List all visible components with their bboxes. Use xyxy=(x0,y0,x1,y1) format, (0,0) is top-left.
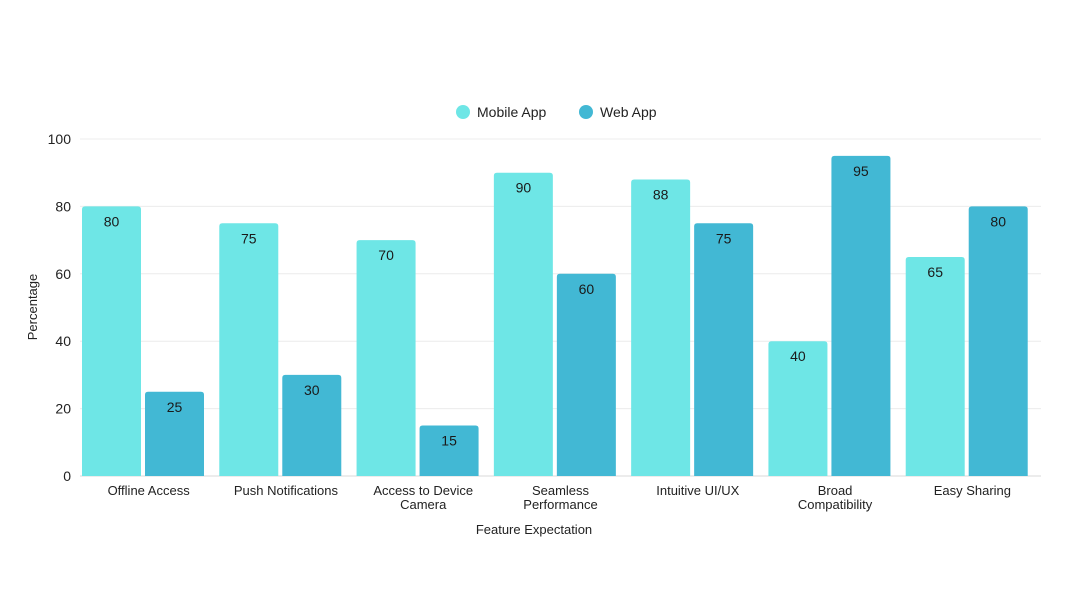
data-label: 65 xyxy=(927,264,943,280)
x-category-label: Broad xyxy=(818,483,853,498)
y-axis-title: Percentage xyxy=(25,274,40,341)
data-label: 75 xyxy=(716,230,732,246)
y-tick-label: 0 xyxy=(63,468,71,484)
data-label: 15 xyxy=(441,432,457,448)
data-label: 40 xyxy=(790,348,806,364)
data-label: 30 xyxy=(304,382,320,398)
x-category-label: Camera xyxy=(400,497,447,512)
legend-label: Web App xyxy=(600,104,657,120)
x-category-label: Access to Device xyxy=(373,483,473,498)
bar-web-app xyxy=(556,273,616,476)
data-label: 70 xyxy=(378,247,394,263)
x-axis-title: Feature Expectation xyxy=(476,522,592,537)
bar-mobile-app xyxy=(493,172,553,476)
y-tick-label: 20 xyxy=(55,401,71,417)
bar-web-app xyxy=(419,425,479,476)
x-category-label: Compatibility xyxy=(798,497,873,512)
bar-web-app xyxy=(282,374,342,476)
x-category-label: Offline Access xyxy=(108,483,191,498)
data-label: 80 xyxy=(104,213,120,229)
data-label: 90 xyxy=(516,180,532,196)
y-tick-label: 60 xyxy=(55,266,71,282)
legend-label: Mobile App xyxy=(477,104,546,120)
y-tick-label: 100 xyxy=(48,131,72,147)
y-tick-label: 40 xyxy=(55,333,71,349)
data-label: 75 xyxy=(241,230,257,246)
data-label: 88 xyxy=(653,186,669,202)
x-category-label: Performance xyxy=(523,497,597,512)
bar-mobile-app xyxy=(82,206,141,476)
y-axis-ticks: 0 20 40 60 80 100 xyxy=(48,131,72,484)
bar-mobile-app xyxy=(631,179,691,476)
legend-marker xyxy=(456,105,470,119)
bar-mobile-app xyxy=(356,240,416,476)
x-axis-categories: Offline Access Push Notifications Access t… xyxy=(108,483,1011,512)
data-label: 60 xyxy=(579,281,595,297)
bar-web-app xyxy=(694,223,754,476)
bar-web-app xyxy=(968,206,1028,476)
bars xyxy=(82,155,1028,476)
data-labels: 80 25 75 30 70 15 90 60 88 75 40 95 65 80 xyxy=(104,163,1007,449)
legend-marker xyxy=(579,105,593,119)
x-category-label: Push Notifications xyxy=(234,483,339,498)
data-label: 80 xyxy=(990,213,1006,229)
bar-web-app xyxy=(831,155,891,476)
x-category-label: Seamless xyxy=(532,483,590,498)
data-label: 25 xyxy=(167,399,183,415)
bar-web-app xyxy=(145,391,204,476)
x-category-label: Easy Sharing xyxy=(934,483,1011,498)
bar-mobile-app xyxy=(768,341,828,476)
y-tick-label: 80 xyxy=(55,198,71,214)
bar-mobile-app xyxy=(219,223,279,476)
data-label: 95 xyxy=(853,163,869,179)
legend: Mobile App Web App xyxy=(456,104,657,120)
bar-mobile-app xyxy=(905,256,965,476)
x-category-label: Intuitive UI/UX xyxy=(656,483,739,498)
